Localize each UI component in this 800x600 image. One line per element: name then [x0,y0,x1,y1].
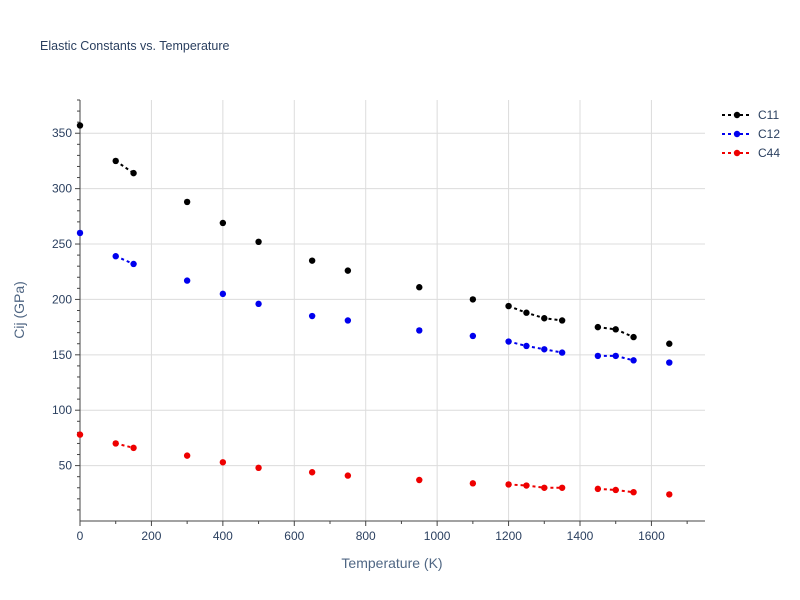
x-tick-label: 600 [284,529,304,543]
data-point-c12[interactable] [594,352,602,360]
y-tick-label: 350 [52,126,72,140]
x-tick-label: 1400 [567,529,594,543]
y-tick-label: 300 [52,182,72,196]
grid-layer [80,100,705,521]
data-point-c44[interactable] [594,485,602,493]
x-tick-label: 1200 [495,529,522,543]
x-tick-label: 400 [213,529,233,543]
data-point-c44[interactable] [469,480,477,487]
x-tick-label: 1600 [638,529,665,543]
legend-item-c44[interactable]: C44 [722,146,780,160]
series-line-c44 [508,483,563,489]
legend-label: C12 [758,127,780,141]
x-tick-label: 800 [356,529,376,543]
series-line-c12 [597,354,634,362]
data-point-c11[interactable] [630,333,637,341]
data-point-c44[interactable] [630,488,637,496]
legend-item-c12[interactable]: C12 [722,127,780,141]
data-point-c12[interactable] [416,327,423,334]
data-point-c44[interactable] [666,491,673,498]
series-line-c11 [115,160,135,174]
data-point-c12[interactable] [183,277,191,284]
data-point-c44[interactable] [416,476,423,484]
data-point-c11[interactable] [523,309,530,316]
data-point-c11[interactable] [612,326,619,333]
data-point-c12[interactable] [344,317,352,324]
data-point-c11[interactable] [255,238,262,246]
y-tick-label: 100 [52,403,72,417]
legend-swatch-marker [733,149,741,157]
legend[interactable]: C11 C12 C44 [722,108,780,160]
legend-label: C44 [758,146,780,160]
x-axis-title: Temperature (K) [341,555,442,571]
axes-layer: 0 200 400 600 800 1000 1200 1400 1600 50 100 150 200… [52,99,705,543]
data-point-c12[interactable] [666,359,673,366]
x-tick-label: 0 [77,529,84,543]
data-point-c12[interactable] [558,349,566,356]
legend-item-c11[interactable]: C11 [722,108,779,122]
data-point-c44[interactable] [112,440,119,447]
data-point-c11[interactable] [541,315,548,322]
data-point-c44[interactable] [183,452,191,459]
data-point-c11[interactable] [666,340,673,347]
series-line-c11 [508,305,563,322]
series-c12 [76,229,673,366]
legend-swatch-marker [733,111,741,119]
data-point-c12[interactable] [505,338,512,345]
data-point-c44[interactable] [308,469,316,476]
data-point-c12[interactable] [76,229,84,237]
legend-swatch-marker [733,130,741,138]
series-c11 [76,122,673,347]
x-tick-label: 1000 [424,529,451,543]
data-point-c12[interactable] [308,312,316,320]
data-point-c44[interactable] [558,484,566,491]
data-point-c12[interactable] [130,260,137,268]
y-tick-label: 150 [52,348,72,362]
x-tick-label: 200 [141,529,161,543]
series-line-c11 [597,326,634,339]
data-point-c12[interactable] [541,346,548,353]
data-point-c11[interactable] [183,198,191,206]
data-point-c12[interactable] [469,332,477,340]
data-point-c44[interactable] [219,459,227,466]
chart-title: Elastic Constants vs. Temperature [40,39,229,53]
data-point-c44[interactable] [505,481,512,488]
series-c44 [76,431,673,498]
data-point-c44[interactable] [523,482,530,489]
legend-label: C11 [758,108,779,122]
data-point-c11[interactable] [469,296,477,303]
data-point-c12[interactable] [219,290,227,298]
data-point-c11[interactable] [76,122,84,129]
data-point-c11[interactable] [594,323,602,331]
data-point-c11[interactable] [308,257,316,264]
y-tick-label: 200 [52,292,72,306]
data-point-c44[interactable] [76,431,84,438]
data-point-c11[interactable] [505,302,512,310]
data-point-c11[interactable] [112,157,119,165]
data-point-c12[interactable] [112,253,119,260]
data-point-c11[interactable] [558,317,566,324]
y-tick-label: 250 [52,237,72,251]
data-point-c11[interactable] [416,284,423,291]
data-point-c12[interactable] [523,342,530,350]
data-point-c11[interactable] [219,219,227,227]
data-point-c44[interactable] [130,444,137,452]
data-point-c11[interactable] [344,267,352,274]
data-point-c44[interactable] [541,484,548,491]
series-line-c12 [508,340,563,354]
data-point-c12[interactable] [612,352,619,360]
y-tick-label: 50 [59,459,73,473]
data-point-c44[interactable] [344,472,352,479]
data-point-c44[interactable] [255,464,262,472]
y-axis-title: Cij (GPa) [11,281,27,339]
data-point-c44[interactable] [612,486,619,494]
series-layer [76,122,673,498]
data-point-c12[interactable] [630,357,637,364]
data-point-c11[interactable] [130,169,137,177]
data-point-c12[interactable] [255,300,262,308]
